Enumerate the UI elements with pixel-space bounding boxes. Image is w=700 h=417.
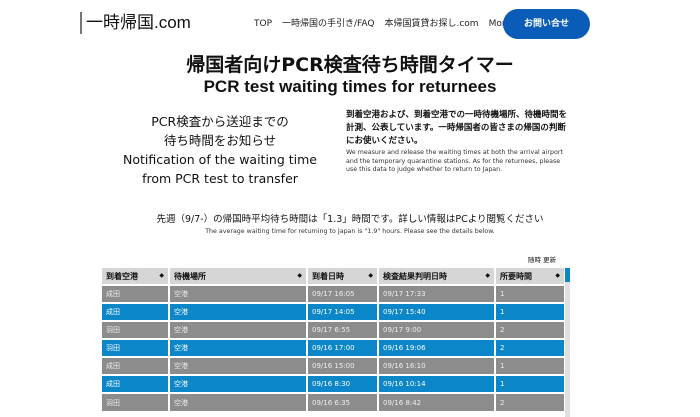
table-row[interactable]: 成田 空港 09/17 14:05 09/17 15:40 1 [102,302,566,321]
page-subtitle: PCR test waiting times for returnees [203,77,497,96]
intro-line: PCR検査から送迎までの [151,114,289,129]
table-cell: 空港 [169,374,308,393]
intro-line: 待ち時間をお知らせ [163,133,277,148]
column-header[interactable]: 所要時間 ◆ [495,268,566,285]
intro-text-ja: 到着空港および、到着空港での一時待機場所、待機時間を計測、公表しています。一時帰… [346,110,568,146]
table-cell: 羽田 [102,392,170,411]
table-cell: 09/16 10:14 [378,374,496,393]
table-cell: 空港 [169,356,308,375]
table-cell: 09/17 15:40 [378,302,496,321]
table-row[interactable]: 成田 空港 09/16 8:30 09/16 10:14 1 [102,374,566,393]
nav-faq[interactable]: 一時帰国の手引き/FAQ [282,19,375,29]
sort-icon[interactable]: ◆ [159,272,164,279]
table-cell: 09/16 15:00 [307,356,379,375]
table-cell: 09/17 16:05 [307,284,379,303]
nav-more[interactable]: More [488,19,511,29]
table-cell: 2 [495,320,566,339]
table-cell: 成田 [102,302,170,321]
column-header[interactable]: 検査結果判明日時 ◆ [378,268,496,285]
waiting-times-table: 到着空港 ◆ 待機場所 ◆ 到着日時 ◆ 検査結果判明日時 ◆ 所要時間 ◆ 成田 空港 09/17 … [102,268,566,411]
table-cell: 羽田 [102,338,170,357]
main-nav: TOP 一時帰国の手引き/FAQ 本帰国賃貸お探し.com More [254,18,511,30]
table-cell: 1 [495,356,566,375]
table-row[interactable]: 羽田 空港 09/16 6:35 09/16 8:42 2 [102,392,566,411]
site-logo[interactable]: 一時帰国.com [80,12,191,34]
average-block: 先週（9/7-）の帰国時平均待ち時間は「1.3」時間です。詳しい情報はPCより閲… [0,213,700,236]
table-cell: 09/16 8:30 [307,374,379,393]
column-header[interactable]: 待機場所 ◆ [169,268,308,285]
title-block: 帰国者向けPCR検査待ち時間タイマー PCR test waiting time… [0,54,700,97]
table-cell: 1 [495,302,566,321]
table-cell: 成田 [102,356,170,375]
intro-line: from PCR test to transfer [142,171,298,186]
table-cell: 09/16 6:35 [307,392,379,411]
intro-text-en: We measure and release the waiting times… [346,149,563,173]
average-ja: 先週（9/7-）の帰国時平均待ち時間は「1.3」時間です。詳しい情報はPCより閲… [156,214,544,225]
sort-icon[interactable]: ◆ [555,272,560,279]
table-cell: 空港 [169,284,308,303]
sort-icon[interactable]: ◆ [368,272,373,279]
table-cell: 09/17 14:05 [307,302,379,321]
table-cell: 09/16 17:00 [307,338,379,357]
table-row[interactable]: 成田 空港 09/16 15:00 09/16 16:10 1 [102,356,566,375]
table-row[interactable]: 成田 空港 09/17 16:05 09/17 17:33 1 [102,284,566,303]
table-cell: 2 [495,392,566,411]
column-label: 到着日時 [312,271,344,281]
table-row[interactable]: 羽田 空港 09/16 17:00 09/16 19:06 2 [102,338,566,357]
table-cell: 空港 [169,320,308,339]
intro-line: Notification of the waiting time [122,152,317,167]
table-cell: 2 [495,338,566,357]
table-cell: 羽田 [102,320,170,339]
column-label: 待機場所 [174,271,206,281]
update-note: 随時 更新 [528,256,557,264]
contact-button[interactable]: お問い合せ [503,9,590,39]
sort-icon[interactable]: ◆ [485,272,490,279]
column-header[interactable]: 到着日時 ◆ [307,268,379,285]
table-cell: 1 [495,284,566,303]
table-cell: 空港 [169,338,308,357]
table-cell: 09/17 17:33 [378,284,496,303]
table-scrollbar[interactable] [565,268,570,417]
intro-description: 到着空港および、到着空港での一時待機場所、待機時間を計測、公表しています。一時帰… [346,109,568,175]
nav-top[interactable]: TOP [254,19,273,29]
table-cell: 1 [495,374,566,393]
table-cell: 成田 [102,374,170,393]
table-cell: 09/16 16:10 [378,356,496,375]
scroll-thumb[interactable] [565,268,570,282]
page-title: 帰国者向けPCR検査待ち時間タイマー [186,54,514,76]
table-cell: 09/17 9:00 [378,320,496,339]
table-cell: 空港 [169,302,308,321]
table-row[interactable]: 羽田 空港 09/17 6:55 09/17 9:00 2 [102,320,566,339]
table-cell: 空港 [169,392,308,411]
table-cell: 09/16 8:42 [378,392,496,411]
table-cell: 09/16 19:06 [378,338,496,357]
table-cell: 09/17 6:55 [307,320,379,339]
table-cell: 成田 [102,284,170,303]
intro-heading: PCR検査から送迎までの 待ち時間をお知らせ Notification of t… [120,112,320,188]
sort-icon[interactable]: ◆ [297,272,302,279]
column-header[interactable]: 到着空港 ◆ [102,268,170,285]
nav-rental[interactable]: 本帰国賃貸お探し.com [384,19,479,29]
column-label: 検査結果判明日時 [383,271,447,281]
column-label: 所要時間 [500,271,532,281]
average-en: The average waiting time for returning t… [205,228,495,235]
column-label: 到着空港 [106,271,138,281]
